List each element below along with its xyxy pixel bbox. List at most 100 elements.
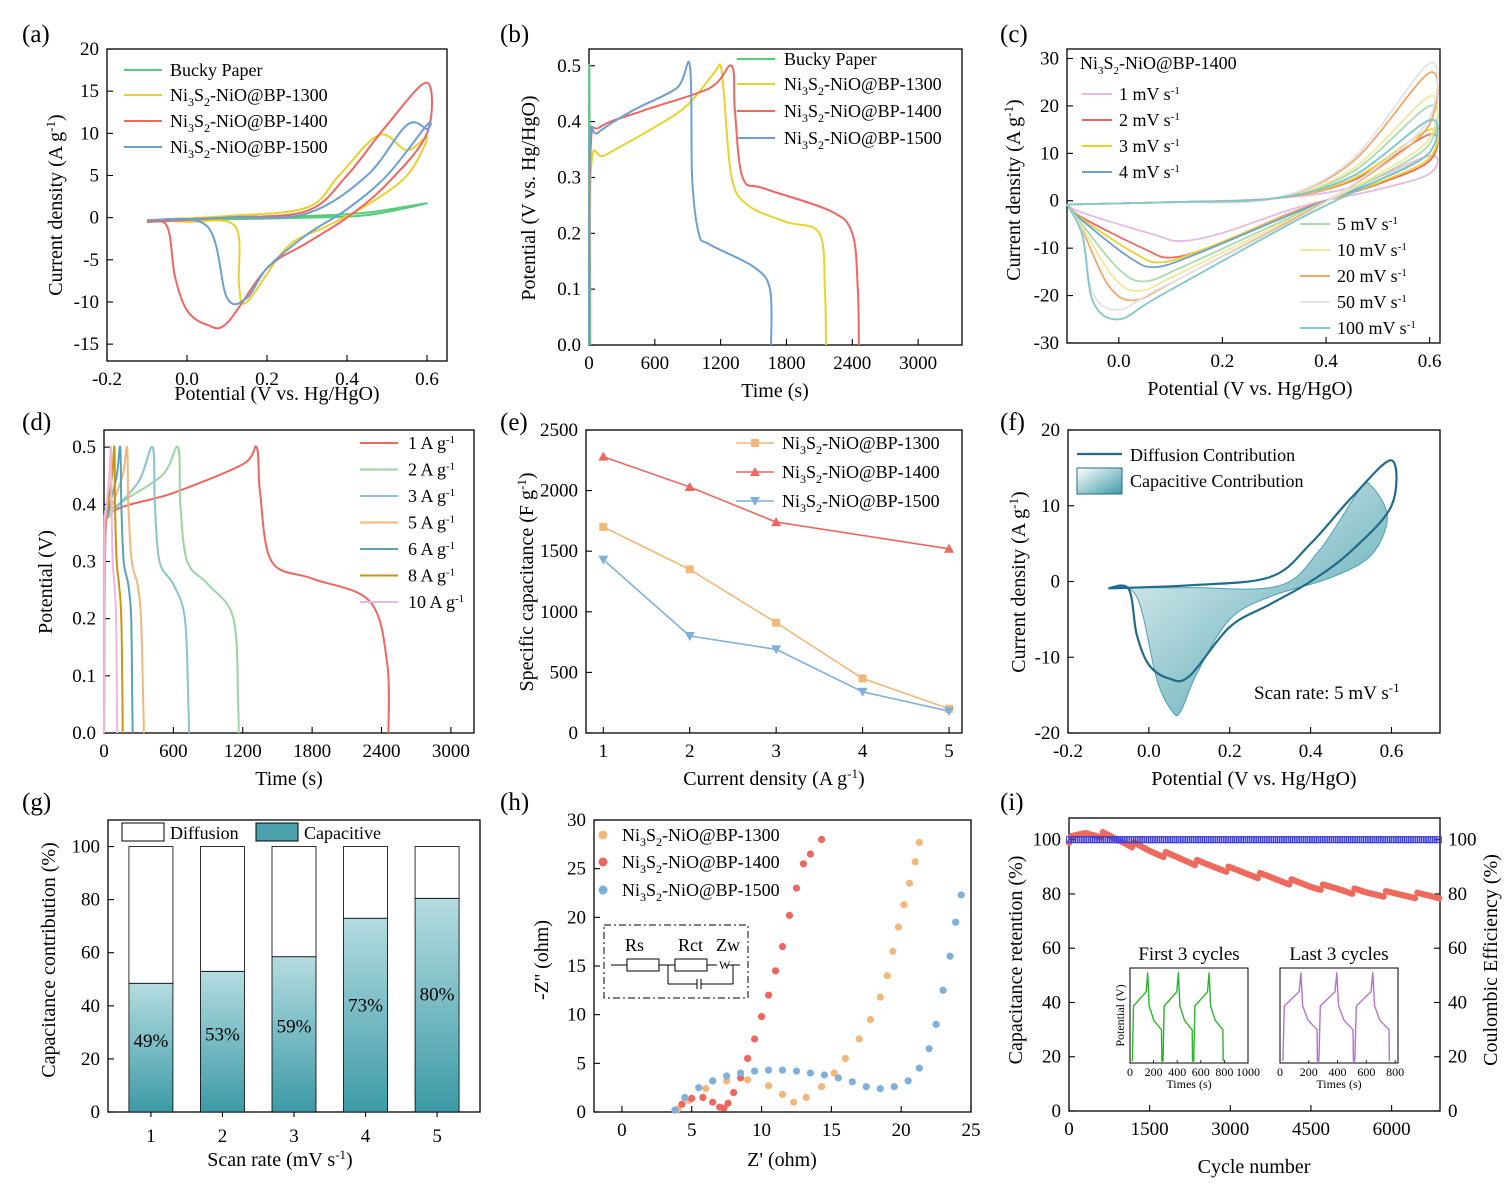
y-tick-label: 80 <box>81 890 100 911</box>
y2-tick-label: 60 <box>1448 938 1467 959</box>
impedance-point <box>778 942 787 951</box>
superscript: -1 <box>446 567 455 579</box>
impedance-point <box>890 1083 898 1091</box>
legend-label-capacitive: Capacitive Contribution <box>1130 471 1303 491</box>
bar-capacitive <box>414 897 460 1113</box>
impedance-point <box>678 1100 686 1108</box>
impedance-point <box>915 838 923 846</box>
gcd-rate-0 <box>103 445 390 734</box>
panel-h: 0 5 10 15 20 25 0 5 10 15 20 25 30 Z' (ohm) -Z'' (oh… <box>531 810 981 1171</box>
legend-swatch <box>255 822 299 842</box>
legend-label: 3 mV s-1 <box>1119 136 1180 156</box>
y-tick-label: 20 <box>80 39 99 60</box>
x-tick-label: 25 <box>962 1120 981 1141</box>
y-tick-label: 10 <box>567 1005 586 1026</box>
y-tick-label: 20 <box>81 1049 100 1070</box>
x-tick-label: 0 <box>584 353 594 374</box>
impedance-point <box>764 1066 773 1074</box>
inset-tick-label: 400 <box>1168 1065 1186 1079</box>
x-tick-label: 0 <box>617 1120 627 1141</box>
retention-point <box>1380 893 1387 900</box>
panel-label-e: (e) <box>500 409 528 436</box>
legend-label-diffusion: Diffusion Contribution <box>1130 445 1295 465</box>
data-point <box>598 555 609 565</box>
x-tick-label: 3 <box>289 1126 299 1147</box>
y-tick-label: -15 <box>74 334 99 355</box>
impedance-point <box>709 1077 717 1085</box>
y-tick-label: 40 <box>81 996 100 1017</box>
data-point <box>944 707 955 717</box>
x-tick-label: 5 <box>432 1126 442 1147</box>
y-axis-label: -Z'' (ohm) <box>531 920 553 1000</box>
y-tick-label: 0 <box>569 723 579 744</box>
y-axis-label-left: Capacitance retention (%) <box>1005 856 1027 1065</box>
gcd-rate-1 <box>103 445 240 734</box>
superscript: -1 <box>1407 319 1416 331</box>
inset-curve <box>1131 972 1224 1062</box>
retention-point <box>1254 874 1261 882</box>
x-tick-label: 2 <box>685 741 695 762</box>
legend-label: 20 mV s-1 <box>1337 266 1407 286</box>
bar-capacitive <box>271 956 317 1113</box>
y-tick-label: 1000 <box>540 602 578 623</box>
x-tick-label: 0.6 <box>415 369 439 390</box>
inset-tick-label: 0 <box>1127 1065 1133 1079</box>
circuit-resistor-rs <box>626 958 660 972</box>
inset-xlabel: Times (s) <box>1166 1077 1211 1091</box>
inset-tick-label: 200 <box>1145 1065 1163 1079</box>
retention-point <box>1223 868 1230 875</box>
circuit-zw: Zw <box>716 935 740 955</box>
x-tick-label: 0.6 <box>1380 741 1404 762</box>
superscript: -1 <box>446 540 455 552</box>
x-tick-label: 0.0 <box>1107 351 1131 372</box>
y-tick-label: 0.0 <box>72 723 96 744</box>
x-tick-label: 2400 <box>363 741 401 762</box>
bar-label: 53% <box>205 1025 240 1046</box>
x-tick-label: 0.4 <box>1299 741 1323 762</box>
legend-label-1400: Ni3S2-NiO@BP-1400 <box>170 111 328 135</box>
impedance-point <box>802 1093 810 1101</box>
x-tick-label: 5 <box>687 1120 697 1141</box>
data-point <box>857 687 868 697</box>
y-axis-label: Current density (A g-1) <box>43 114 67 295</box>
legend-label-bucky: Bucky Paper <box>784 49 876 69</box>
x-tick-label: 5 <box>944 741 954 762</box>
inset-ylabel: Potential (V) <box>1113 984 1127 1046</box>
legend-label-1400: Ni3S2-NiO@BP-1400 <box>784 101 942 125</box>
y-tick-label: 100 <box>1033 830 1062 851</box>
y-tick-label: 20 <box>567 907 586 928</box>
y-tick-label: -20 <box>1034 286 1059 307</box>
plot-frame <box>1068 817 1441 1112</box>
y-tick-label: 5 <box>90 165 100 186</box>
data-point <box>944 543 955 553</box>
y-tick-label: 20 <box>1042 1047 1061 1068</box>
y-tick-label: 500 <box>550 662 579 683</box>
x-tick-label: 0 <box>99 741 109 762</box>
diffusion-curve <box>1108 459 1398 683</box>
y-tick-label: 0 <box>1050 191 1060 212</box>
legend-marker <box>750 467 760 476</box>
cv-curve-2 <box>146 81 434 330</box>
panel-label-i: (i) <box>1000 789 1024 816</box>
legend-label-1300: Ni3S2-NiO@BP-1300 <box>782 433 940 457</box>
superscript: -1 <box>1398 241 1407 253</box>
impedance-point <box>889 947 897 956</box>
y-tick-label: 0.2 <box>72 609 96 630</box>
impedance-point <box>792 884 801 892</box>
y-axis-label: Potential (V vs. Hg/HgO) <box>518 95 540 300</box>
legend-label: 1 A g-1 <box>408 433 455 453</box>
superscript: -1 <box>446 514 455 526</box>
cv-curve-3 <box>146 121 432 306</box>
x-tick-label: 10 <box>752 1120 771 1141</box>
legend-label: 10 mV s-1 <box>1337 240 1407 260</box>
y-tick-label: 100 <box>72 837 101 858</box>
legend: Ni3S2-NiO@BP-1300 Ni3S2-NiO@BP-1400 Ni3S… <box>598 825 780 904</box>
retention-point <box>1317 886 1324 893</box>
legend-swatch <box>1076 467 1123 495</box>
superscript: -1 <box>1389 215 1398 227</box>
inset-xlabel: Times (s) <box>1316 1077 1361 1091</box>
equivalent-circuit-inset: Rs Rct Zw W <box>603 924 749 999</box>
y-tick-label: -10 <box>1035 647 1060 668</box>
x-tick-label: 1800 <box>767 353 805 374</box>
legend-label-capacitive: Capacitive <box>304 823 381 843</box>
